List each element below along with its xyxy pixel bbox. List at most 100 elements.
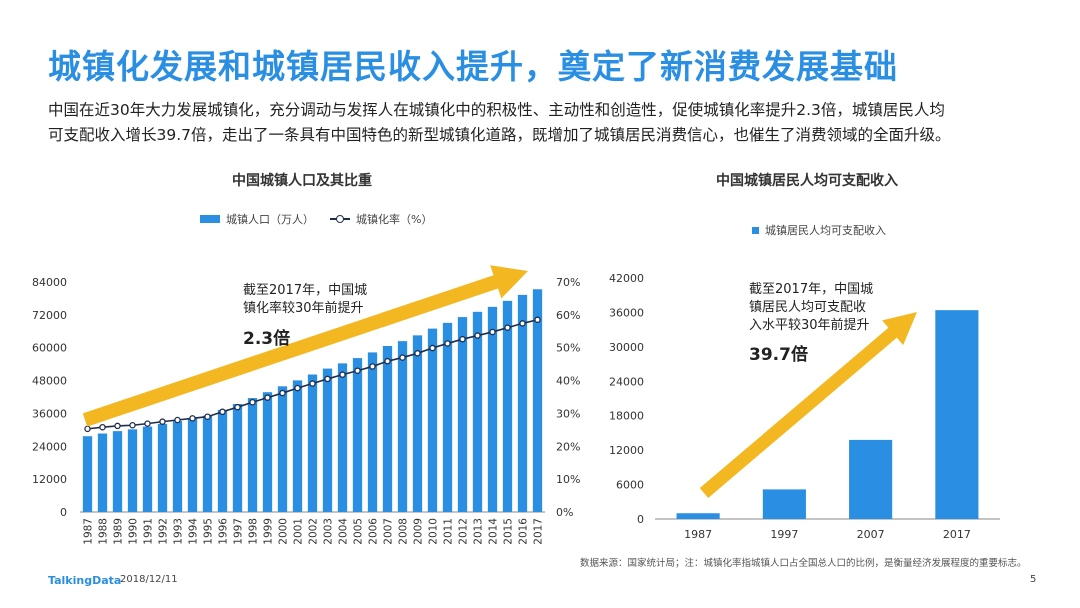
urbanization-rate-point: [339, 371, 346, 378]
y-left-tick-label: 24000: [32, 440, 67, 453]
y-right-tick-label: 40%: [556, 375, 580, 388]
urbanization-rate-point: [414, 350, 421, 357]
population-bar: [442, 322, 453, 512]
x-tick-label: 2013: [473, 518, 485, 545]
growth-arrow: [82, 265, 529, 427]
y-right-tick-label: 50%: [556, 342, 580, 355]
population-bar: [187, 418, 198, 512]
x-tick-label: 2007: [857, 528, 885, 541]
y-right-tick-label: 10%: [556, 473, 580, 486]
urbanization-rate-point: [204, 413, 211, 420]
y-left-tick-label: 36000: [32, 407, 67, 420]
population-bar: [97, 433, 108, 512]
right-annotation-line-2: 镇居民人均可支配收: [749, 300, 867, 315]
legend-population-label: 城镇人口（万人）: [226, 213, 314, 226]
data-source-note: 数据来源：国家统计局；注：城镇化率指城镇人口占全国总人口的比例，是衡量经济发展程…: [580, 558, 1027, 569]
urbanization-rate-point: [144, 420, 151, 427]
urbanization-rate-point: [504, 324, 511, 331]
x-tick-label: 2003: [323, 518, 335, 545]
y-left-tick-label: 12000: [32, 473, 67, 486]
income-bar: [849, 439, 893, 519]
urbanization-rate-point: [264, 394, 271, 401]
population-bar: [232, 403, 243, 512]
intro-line-1: 中国在近30年大力发展城镇化，充分调动与发挥人在城镇化中的积极性、主动性和创造性…: [48, 101, 945, 119]
urbanization-rate-point: [174, 416, 181, 424]
population-bar: [532, 289, 543, 512]
urbanization-rate-point: [189, 415, 196, 422]
population-bar: [337, 363, 348, 512]
urbanization-rate-point: [474, 332, 481, 339]
population-bar: [127, 429, 138, 512]
left-annotation-line-1: 截至2017年，中国城: [243, 283, 368, 298]
x-tick-label: 2012: [458, 518, 470, 545]
urbanization-rate-point: [219, 408, 226, 416]
population-bar: [247, 398, 258, 512]
intro-text: 中国在近30年大力发展城镇化，充分调动与发挥人在城镇化中的积极性、主动性和创造性…: [48, 98, 1048, 148]
x-tick-label: 2017: [533, 518, 545, 545]
y-left-tick-label: 60000: [32, 342, 67, 355]
x-tick-label: 2011: [443, 518, 455, 545]
x-tick-label: 1991: [143, 518, 155, 545]
population-bar: [397, 341, 408, 512]
population-bar: [172, 421, 183, 512]
population-bar: [277, 386, 288, 512]
intro-line-2: 可支配收入增长39.7倍，走出了一条具有中国特色的新型城镇化道路，既增加了城镇居…: [48, 126, 951, 144]
population-bar: [142, 426, 153, 512]
y-right-tick-label: 20%: [556, 440, 580, 453]
x-tick-label: 2014: [488, 518, 500, 545]
right-annotation: 截至2017年，中国城 镇居民人均可支配收 入水平较30年前提升: [749, 281, 873, 335]
left-chart-legend: 城镇人口（万人） 城镇化率（%）: [200, 211, 432, 227]
y-left-tick-label: 0: [60, 506, 67, 519]
population-bar: [517, 294, 528, 512]
x-tick-label: 1999: [263, 518, 275, 545]
population-bar: [157, 423, 168, 512]
urbanization-rate-point: [249, 399, 256, 406]
x-tick-label: 1990: [128, 518, 140, 545]
population-bar: [502, 300, 513, 512]
x-tick-label: 1998: [248, 518, 260, 545]
footer-brand-logo: TalkingData: [48, 574, 122, 587]
x-tick-label: 2006: [368, 518, 380, 545]
urbanization-rate-point: [129, 422, 136, 429]
urbanization-rate-point: [294, 384, 301, 392]
urbanization-rate-point: [444, 340, 451, 347]
x-tick-label: 2016: [518, 518, 530, 545]
legend-income-label: 城镇居民人均可支配收入: [765, 224, 886, 237]
urbanization-rate-point: [114, 422, 121, 430]
population-bar: [367, 352, 378, 512]
x-tick-label: 1997: [770, 528, 798, 541]
x-tick-label: 2001: [293, 518, 305, 545]
x-tick-label: 2004: [338, 518, 350, 545]
x-tick-label: 1987: [684, 528, 712, 541]
left-annotation-value: 2.3倍: [243, 329, 291, 349]
page-title: 城镇化发展和城镇居民收入提升，奠定了新消费发展基础: [48, 47, 898, 86]
x-tick-label: 1997: [233, 518, 245, 545]
population-bar: [217, 409, 228, 512]
x-tick-label: 2008: [398, 518, 410, 545]
right-annotation-line-3: 入水平较30年前提升: [749, 318, 870, 333]
urbanization-rate-point: [384, 357, 391, 365]
right-chart-title: 中国城镇居民人均可支配收入: [716, 173, 898, 189]
population-bar: [457, 317, 468, 512]
urbanization-rate-point: [429, 344, 436, 352]
x-tick-label: 2017: [943, 528, 971, 541]
legend-rate-label: 城镇化率（%）: [356, 213, 433, 226]
y-right-tick-label: 70%: [556, 276, 580, 289]
urbanization-rate-point: [354, 367, 361, 374]
x-tick-label: 2010: [428, 518, 440, 545]
x-tick-label: 1995: [203, 518, 215, 545]
x-tick-label: 2002: [308, 518, 320, 545]
y-tick-label: 36000: [609, 306, 644, 319]
x-tick-label: 1987: [83, 518, 95, 545]
population-bar: [487, 306, 498, 512]
urbanization-rate-point: [459, 335, 466, 343]
y-left-tick-label: 84000: [32, 276, 67, 289]
urbanization-rate-point: [534, 316, 541, 324]
urbanization-rate-point: [159, 418, 166, 425]
urbanization-rate-point: [279, 389, 286, 397]
y-right-tick-label: 60%: [556, 309, 580, 322]
left-annotation-line-2: 镇化率较30年前提升: [243, 301, 364, 316]
urbanization-rate-point: [489, 328, 496, 336]
x-tick-label: 1989: [113, 518, 125, 545]
x-tick-label: 1993: [173, 518, 185, 545]
